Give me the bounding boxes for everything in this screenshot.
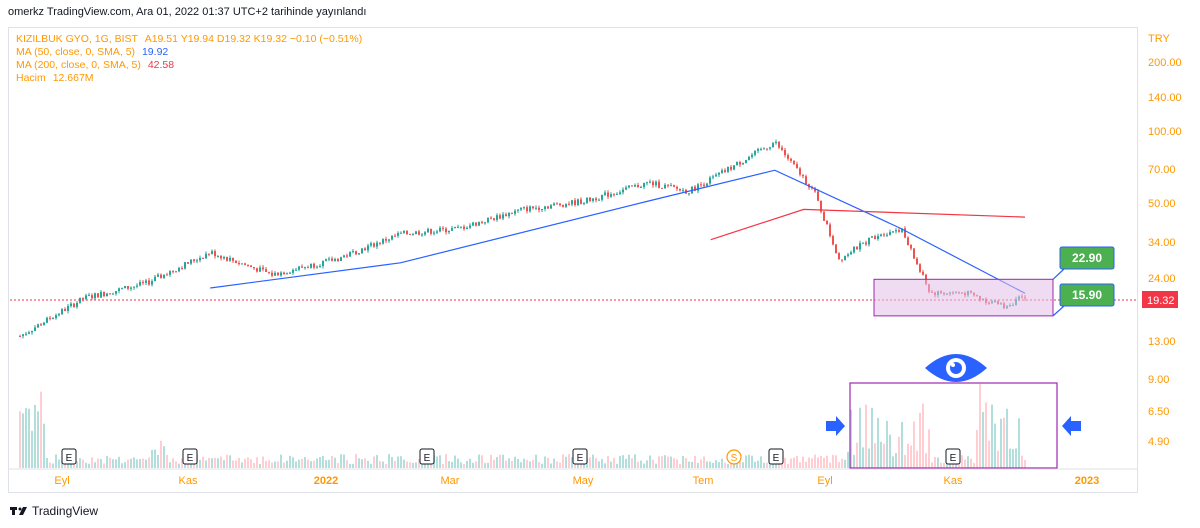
legend-ohlc: A19.51 Y19.94 D19.32 K19.32 −0.10 (−0.51… [144, 33, 363, 45]
legend-ma50-row: MA (50, close, 0, SMA, 5) 19.92 [16, 46, 362, 59]
legend-ma50-value: 19.92 [141, 46, 169, 58]
legend-ma200-row: MA (200, close, 0, SMA, 5) 42.58 [16, 59, 362, 72]
y-tick-label: 9.00 [1148, 374, 1169, 386]
last-price-tag [1142, 291, 1178, 308]
legend-symbol[interactable]: KIZILBUK GYO, 1G, BIST [16, 33, 138, 45]
legend-volume-label[interactable]: Hacim [16, 72, 46, 84]
last-price-label: 19.32 [1147, 295, 1175, 307]
y-tick-label: 50.00 [1148, 198, 1176, 210]
y-tick-label: 34.00 [1148, 237, 1176, 249]
legend-ma200-label[interactable]: MA (200, close, 0, SMA, 5) [16, 59, 141, 71]
footer-brand[interactable]: TradingView [32, 504, 99, 518]
y-tick-label: 24.00 [1148, 273, 1176, 285]
legend-ma50-label[interactable]: MA (50, close, 0, SMA, 5) [16, 46, 136, 58]
y-tick-label: 4.90 [1148, 436, 1169, 448]
legend-ma200-value: 42.58 [147, 59, 175, 71]
y-axis: TRY 200.00 140.00 100.00 70.00 50.00 34.00 24.0… [1142, 33, 1182, 448]
y-tick-label: 70.00 [1148, 164, 1176, 176]
legend-symbol-row: KIZILBUK GYO, 1G, BIST A19.51 Y19.94 D19… [16, 33, 362, 46]
footer: TradingView [10, 504, 98, 518]
y-tick-label: 6.50 [1148, 406, 1169, 418]
y-tick-label: 140.00 [1148, 92, 1182, 104]
y-tick-label: 100.00 [1148, 126, 1182, 138]
chart-legend: KIZILBUK GYO, 1G, BIST A19.51 Y19.94 D19… [16, 33, 362, 85]
legend-volume-row: Hacim 12.667M [16, 72, 362, 85]
legend-volume-value: 12.667M [52, 72, 94, 84]
y-axis-currency: TRY [1148, 33, 1170, 45]
chart-frame[interactable] [8, 27, 1138, 493]
y-tick-label: 200.00 [1148, 57, 1182, 69]
publish-caption: omerkz TradingView.com, Ara 01, 2022 01:… [8, 6, 367, 18]
y-tick-label: 13.00 [1148, 336, 1176, 348]
tradingview-logo-icon [10, 507, 27, 515]
